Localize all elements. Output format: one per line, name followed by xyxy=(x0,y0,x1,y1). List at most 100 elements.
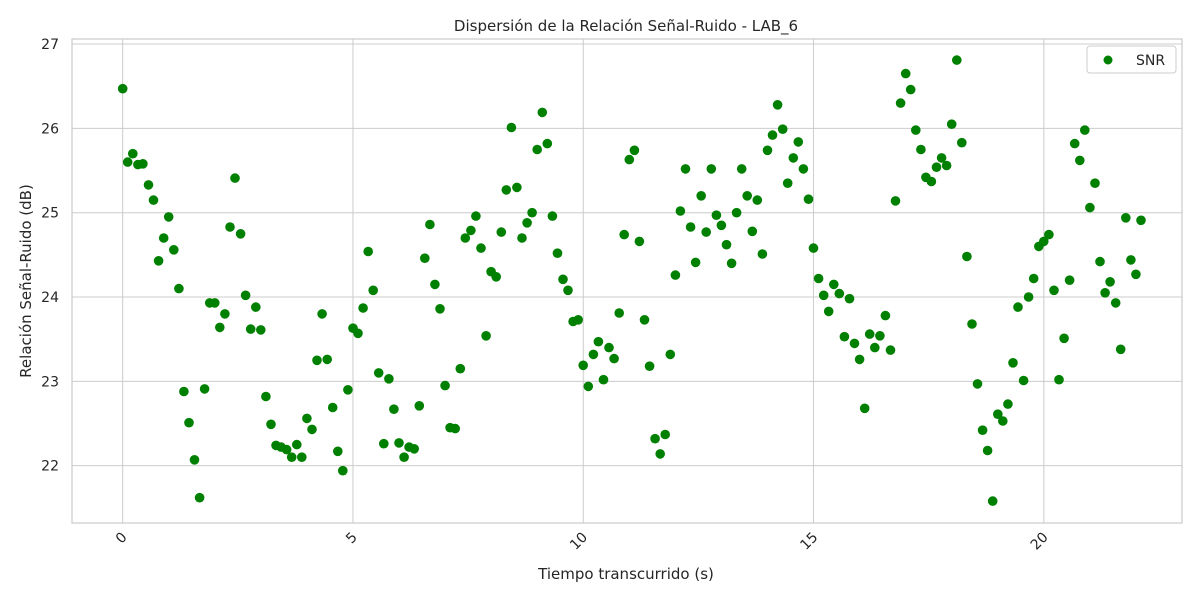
data-point xyxy=(762,145,773,156)
data-point xyxy=(302,413,312,424)
data-point xyxy=(455,363,466,374)
data-point xyxy=(368,285,379,296)
data-point xyxy=(573,315,583,325)
data-point xyxy=(644,361,655,372)
data-point xyxy=(496,227,507,237)
data-point xyxy=(839,331,850,342)
data-point xyxy=(435,304,445,314)
data-point xyxy=(333,446,343,457)
data-point xyxy=(993,409,1003,420)
data-point xyxy=(1085,202,1095,213)
legend-marker xyxy=(1103,55,1113,65)
data-point xyxy=(767,130,778,140)
data-point xyxy=(138,159,148,169)
data-point xyxy=(501,185,512,195)
data-point xyxy=(430,279,440,290)
data-point xyxy=(957,137,967,148)
data-point xyxy=(895,98,906,108)
data-point xyxy=(292,439,302,450)
data-point xyxy=(721,239,732,250)
data-point xyxy=(598,374,609,385)
data-point xyxy=(629,145,640,156)
data-point xyxy=(665,349,676,360)
data-point xyxy=(967,319,977,329)
data-point xyxy=(481,331,491,341)
data-point xyxy=(1069,138,1080,149)
data-point xyxy=(1044,229,1054,240)
data-point xyxy=(736,164,747,174)
data-point xyxy=(471,211,481,221)
data-point xyxy=(670,270,681,280)
y-axis-label: Relación Señal-Ruido (dB) xyxy=(17,184,35,378)
data-point xyxy=(1023,292,1034,302)
legend-box xyxy=(1086,45,1177,74)
y-tick-label: 23 xyxy=(41,374,59,390)
data-point xyxy=(389,404,399,415)
data-point xyxy=(128,148,138,159)
x-tick-label: 20 xyxy=(1028,530,1052,554)
snr-points xyxy=(117,55,1146,506)
data-point xyxy=(425,219,435,230)
data-point xyxy=(491,272,502,282)
data-point xyxy=(199,384,210,394)
data-point xyxy=(460,233,471,243)
data-point xyxy=(808,243,819,253)
data-point xyxy=(317,309,327,319)
data-point xyxy=(148,195,159,205)
data-point xyxy=(235,229,246,239)
data-point xyxy=(1064,275,1075,286)
data-point xyxy=(312,355,322,366)
data-point xyxy=(690,257,701,268)
data-point xyxy=(174,283,184,294)
data-point xyxy=(578,360,588,371)
data-point xyxy=(926,176,937,187)
data-point xyxy=(757,249,768,259)
x-tick-label: 10 xyxy=(567,530,591,554)
data-point xyxy=(593,336,604,347)
plot-area xyxy=(71,38,1183,524)
data-point xyxy=(1080,125,1090,135)
data-point xyxy=(327,402,338,413)
data-point xyxy=(1100,288,1110,298)
data-point xyxy=(849,338,860,349)
data-point xyxy=(184,417,194,428)
data-point xyxy=(512,182,522,193)
data-point xyxy=(286,452,297,463)
data-point xyxy=(266,419,276,430)
data-point xyxy=(798,164,809,174)
data-point xyxy=(711,210,722,220)
data-point xyxy=(854,354,865,365)
data-point xyxy=(1126,255,1136,265)
data-point xyxy=(1039,236,1049,247)
data-point xyxy=(1121,213,1131,223)
data-point xyxy=(1090,178,1100,188)
data-point xyxy=(726,258,737,269)
data-point xyxy=(818,290,829,301)
y-tick-label: 26 xyxy=(41,121,59,137)
data-point xyxy=(680,164,691,174)
data-point xyxy=(772,100,783,110)
y-tick-label: 24 xyxy=(41,290,59,306)
data-point xyxy=(281,444,292,455)
data-point xyxy=(399,452,409,463)
data-point xyxy=(941,160,952,171)
data-point xyxy=(527,207,537,218)
data-point xyxy=(624,154,635,165)
data-point xyxy=(609,353,619,364)
data-point xyxy=(885,345,896,355)
data-point xyxy=(409,444,420,454)
data-point xyxy=(982,445,993,456)
data-point xyxy=(189,455,200,465)
data-point xyxy=(987,496,998,506)
data-point xyxy=(701,227,711,237)
data-point xyxy=(542,138,553,149)
data-point xyxy=(358,303,368,313)
data-point xyxy=(905,84,916,95)
data-point xyxy=(1003,399,1013,409)
y-tick-label: 22 xyxy=(41,459,59,475)
data-point xyxy=(844,293,855,304)
data-point xyxy=(588,349,599,360)
data-point xyxy=(731,207,742,218)
chart-title: Dispersión de la Relación Señal-Ruido - … xyxy=(454,17,798,36)
data-point xyxy=(532,144,542,155)
